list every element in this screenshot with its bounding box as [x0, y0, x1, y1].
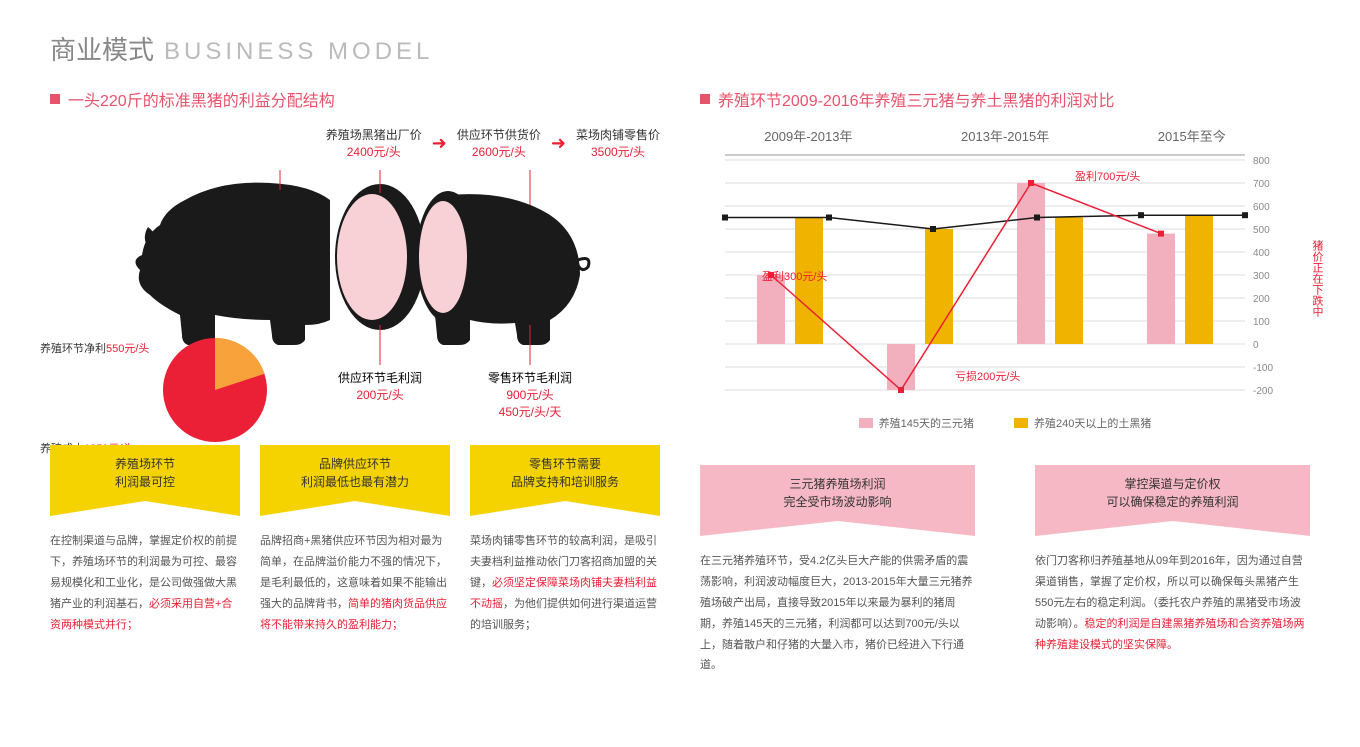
legend-gold: 养殖240天以上的土黑猪 [1014, 415, 1151, 431]
r-desc-1: 在三元猪养殖环节，受4.2亿头巨大产能的供需矛盾的震荡影响，利润波动幅度巨大，2… [700, 551, 975, 676]
title-cn: 商业模式 [50, 30, 154, 67]
left-conclusions: 养殖场环节 利润最可控 在控制渠道与品牌，掌握定价权的前提下，养殖场环节的利润最… [50, 445, 660, 635]
svg-text:800: 800 [1253, 156, 1270, 167]
page-header: 商业模式 BUSINESS MODEL [50, 30, 1310, 67]
annot-2: 亏损200元/头 [955, 368, 1020, 384]
svg-text:-100: -100 [1253, 363, 1273, 374]
arrow-right-icon: ➜ [432, 133, 447, 154]
side-text: 猪价正在下跌中 [1309, 240, 1325, 317]
svg-text:100: 100 [1253, 317, 1270, 328]
price-farm: 养殖场黑猪出厂价 2400元/头 [326, 126, 422, 160]
arrow-right-icon: ➜ [551, 133, 566, 154]
tag-pink-2: 掌控渠道与定价权 可以确保稳定的养殖利润 [1035, 465, 1310, 521]
r-concl-1: 三元猪养殖场利润 完全受市场波动影响 在三元猪养殖环节，受4.2亿头巨大产能的供… [700, 465, 975, 676]
price-retail: 菜场肉铺零售价 3500元/头 [576, 126, 660, 160]
annot-1: 盈利300元/头 [762, 268, 827, 284]
r-desc-2: 依门刀客称归养殖基地从09年到2016年，因为通过自营渠道销售，掌握了定价权，所… [1035, 551, 1310, 655]
svg-text:500: 500 [1253, 225, 1270, 236]
concl-2: 品牌供应环节 利润最低也最有潜力 品牌招商+黑猪供应环节因为相对最为简单，在品牌… [260, 445, 450, 635]
chart-area: -200-1000100200300400500600700800 猪价正在下跌… [700, 150, 1310, 460]
legend-pink: 养殖145天的三元猪 [859, 415, 974, 431]
annot-3: 盈利700元/头 [1075, 168, 1140, 184]
left-panel: 一头220斤的标准黑猪的利益分配结构 养殖场黑猪出厂价 2400元/头 ➜ 供应… [50, 87, 660, 676]
svg-text:600: 600 [1253, 202, 1270, 213]
retail-label: 零售环节毛利润 900元/头 450元/头/天 [488, 370, 572, 420]
title-en: BUSINESS MODEL [164, 38, 433, 66]
svg-text:-200: -200 [1253, 386, 1273, 397]
concl-3: 零售环节需要 品牌支持和培训服务 菜场肉铺零售环节的较高利润，是吸引夫妻档利益推… [470, 445, 660, 635]
chart-legend: 养殖145天的三元猪 养殖240天以上的土黑猪 [700, 415, 1310, 431]
svg-text:300: 300 [1253, 271, 1270, 282]
tag-yellow-1: 养殖场环节 利润最可控 [50, 445, 240, 501]
price-supply: 供应环节供货价 2600元/头 [457, 126, 541, 160]
svg-text:700: 700 [1253, 179, 1270, 190]
tag-pink-1: 三元猪养殖场利润 完全受市场波动影响 [700, 465, 975, 521]
svg-text:0: 0 [1253, 340, 1259, 351]
left-title: 一头220斤的标准黑猪的利益分配结构 [50, 87, 660, 111]
right-conclusions: 三元猪养殖场利润 完全受市场波动影响 在三元猪养殖环节，受4.2亿头巨大产能的供… [700, 465, 1310, 676]
svg-text:400: 400 [1253, 248, 1270, 259]
right-panel: 养殖环节2009-2016年养殖三元猪与养土黑猪的利润对比 2009年-2013… [700, 87, 1310, 676]
tag-yellow-2: 品牌供应环节 利润最低也最有潜力 [260, 445, 450, 501]
pie-profit-label: 养殖环节净利550元/头 [40, 340, 149, 356]
concl-1: 养殖场环节 利润最可控 在控制渠道与品牌，掌握定价权的前提下，养殖场环节的利润最… [50, 445, 240, 635]
right-title: 养殖环节2009-2016年养殖三元猪与养土黑猪的利润对比 [700, 87, 1310, 111]
pig-diagram: 养殖环节净利550元/头 养殖成本1850元/头 供应环节毛利润 200元/头 … [50, 165, 660, 435]
desc-1: 在控制渠道与品牌，掌握定价权的前提下，养殖场环节的利润最为可控、最容易规模化和工… [50, 531, 240, 635]
tag-yellow-3: 零售环节需要 品牌支持和培训服务 [470, 445, 660, 501]
desc-2: 品牌招商+黑猪供应环节因为相对最为简单，在品牌溢价能力不强的情况下，是毛利最低的… [260, 531, 450, 635]
price-flow: 养殖场黑猪出厂价 2400元/头 ➜ 供应环节供货价 2600元/头 ➜ 菜场肉… [50, 126, 660, 160]
supply-label: 供应环节毛利润 200元/头 [338, 370, 422, 404]
svg-text:200: 200 [1253, 294, 1270, 305]
desc-3: 菜场肉铺零售环节的较高利润，是吸引夫妻档利益推动依门刀客招商加盟的关键，必须坚定… [470, 531, 660, 635]
r-concl-2: 掌控渠道与定价权 可以确保稳定的养殖利润 依门刀客称归养殖基地从09年到2016… [1035, 465, 1310, 676]
period-labels: 2009年-2013年 2013年-2015年 2015年至今 [700, 126, 1310, 145]
